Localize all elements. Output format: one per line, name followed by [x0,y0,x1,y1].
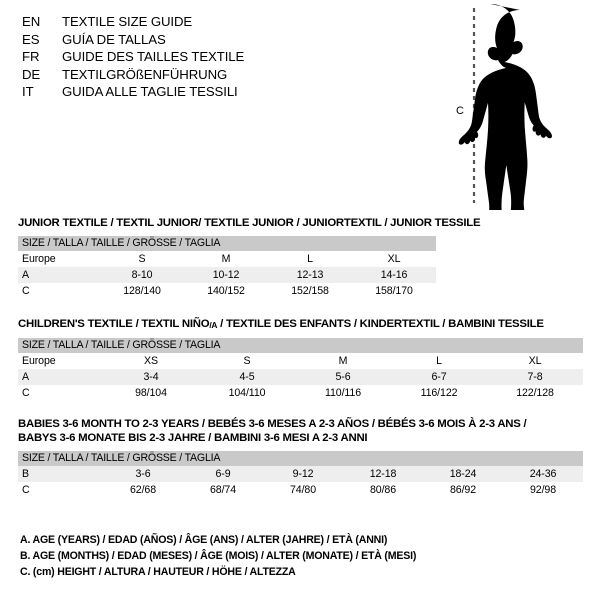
table-row: C 62/68 68/74 74/80 80/86 86/92 92/98 [18,482,583,498]
table-row: C 98/104 104/110 110/116 116/122 122/128 [18,385,583,401]
language-row: DE TEXTILGRÖßENFÜHRUNG [22,67,422,85]
toddler-silhouette-shape [458,3,552,235]
language-code: IT [22,84,34,100]
table-cell: XS [103,353,199,369]
section-title-children: CHILDREN'S TEXTILE / TEXTIL NIÑO/A / TEX… [18,317,583,332]
table-row: Europe XS S M L XL [18,353,583,369]
table-cell: L [268,251,352,267]
table-cell: S [199,353,295,369]
table-row: A 8-10 10-12 12-13 14-16 [18,267,436,283]
table-cell: 10-12 [184,267,268,283]
row-label: C [18,283,100,299]
table-cell: M [184,251,268,267]
table-cell: 68/74 [183,482,263,498]
language-header-list: EN TEXTILE SIZE GUIDE ES GUÍA DE TALLAS … [22,14,422,102]
row-label: Europe [18,353,103,369]
table-cell: 128/140 [100,283,184,299]
row-label: A [18,369,103,385]
section-childrens-textile: CHILDREN'S TEXTILE / TEXTIL NIÑO/A / TEX… [18,317,583,401]
table-row: B 3-6 6-9 9-12 12-18 18-24 24-36 [18,466,583,482]
table-cell: 74/80 [263,482,343,498]
table-cell: 152/158 [268,283,352,299]
language-title: TEXTILE SIZE GUIDE [62,14,193,29]
table-cell: 86/92 [423,482,503,498]
table-cell: 62/68 [103,482,183,498]
child-silhouette-illustration [440,0,600,235]
height-measure-label: C [456,105,464,117]
measurement-legend: A. AGE (YEARS) / EDAD (AÑOS) / ÂGE (ANS)… [20,532,580,580]
size-bar-children: SIZE / TALLA / TAILLE / GRÖSSE / TAGLIA [18,338,583,353]
language-row: IT GUIDA ALLE TAGLIE TESSILI [22,84,422,102]
section-title-children-sub: /A [209,320,218,330]
table-cell: 3-4 [103,369,199,385]
table-row: A 3-4 4-5 5-6 6-7 7-8 [18,369,583,385]
size-bar-babies: SIZE / TALLA / TAILLE / GRÖSSE / TAGLIA [18,451,583,466]
table-cell: L [391,353,487,369]
language-code: EN [22,14,41,29]
size-bar-junior: SIZE / TALLA / TAILLE / GRÖSSE / TAGLIA [18,236,436,251]
language-code: ES [22,31,40,47]
table-cell: 3-6 [103,466,183,482]
table-cell: 158/170 [352,283,436,299]
section-title-junior: JUNIOR TEXTILE / TEXTIL JUNIOR/ TEXTILE … [18,217,481,229]
table-cell: S [100,251,184,267]
language-row: FR GUIDE DES TAILLES TEXTILE [22,49,422,67]
language-row: EN TEXTILE SIZE GUIDE [22,14,422,32]
section-junior-textile: JUNIOR TEXTILE / TEXTIL JUNIOR/ TEXTILE … [18,216,481,299]
table-cell: 80/86 [343,482,423,498]
language-title: GUÍA DE TALLAS [62,31,166,47]
table-cell: 5-6 [295,369,391,385]
table-cell: 18-24 [423,466,503,482]
table-cell: 12-18 [343,466,423,482]
row-label: C [18,385,103,401]
table-row: C 128/140 140/152 152/158 158/170 [18,283,436,299]
table-cell: 8-10 [100,267,184,283]
table-cell: 116/122 [391,385,487,401]
section-babies-textile: BABIES 3-6 MONTH TO 2-3 YEARS / BEBÉS 3-… [18,417,583,498]
table-cell: 92/98 [503,482,583,498]
table-cell: XL [487,353,583,369]
language-title: GUIDE DES TAILLES TEXTILE [62,49,245,65]
section-title-children-suffix: / TEXTILE DES ENFANTS / KINDERTEXTIL / B… [217,318,544,330]
table-cell: 140/152 [184,283,268,299]
section-title-babies-line2: BABYS 3-6 MONATE BIS 2-3 JAHRE / BAMBINI… [18,432,368,444]
table-cell: 6-9 [183,466,263,482]
table-cell: 98/104 [103,385,199,401]
section-title-children-prefix: CHILDREN'S TEXTILE / TEXTIL NIÑO [18,318,210,330]
row-label: Europe [18,251,100,267]
table-cell: 9-12 [263,466,343,482]
table-cell: XL [352,251,436,267]
language-code: FR [22,49,40,65]
table-cell: 24-36 [503,466,583,482]
legend-row-b: B. AGE (MONTHS) / EDAD (MESES) / ÂGE (MO… [20,550,417,562]
size-table-children: Europe XS S M L XL A 3-4 4-5 5-6 6-7 7-8… [18,353,583,401]
language-code: DE [22,66,41,82]
section-title-babies-line1: BABIES 3-6 MONTH TO 2-3 YEARS / BEBÉS 3-… [18,418,527,430]
size-table-junior: Europe S M L XL A 8-10 10-12 12-13 14-16… [18,251,436,299]
language-row: ES GUÍA DE TALLAS [22,32,422,50]
table-row: Europe S M L XL [18,251,436,267]
table-cell: 7-8 [487,369,583,385]
table-cell: M [295,353,391,369]
legend-row-a: A. AGE (YEARS) / EDAD (AÑOS) / ÂGE (ANS)… [20,534,388,546]
row-label: B [18,466,103,482]
language-title: TEXTILGRÖßENFÜHRUNG [62,66,228,82]
row-label: C [18,482,103,498]
table-cell: 4-5 [199,369,295,385]
language-title: GUIDA ALLE TAGLIE TESSILI [62,84,238,100]
table-cell: 6-7 [391,369,487,385]
table-cell: 14-16 [352,267,436,283]
size-table-babies: B 3-6 6-9 9-12 12-18 18-24 24-36 C 62/68… [18,466,583,498]
row-label: A [18,267,100,283]
legend-row-c: C. (cm) HEIGHT / ALTURA / HAUTEUR / HÖHE… [20,566,296,578]
table-cell: 104/110 [199,385,295,401]
table-cell: 12-13 [268,267,352,283]
table-cell: 110/116 [295,385,391,401]
table-cell: 122/128 [487,385,583,401]
